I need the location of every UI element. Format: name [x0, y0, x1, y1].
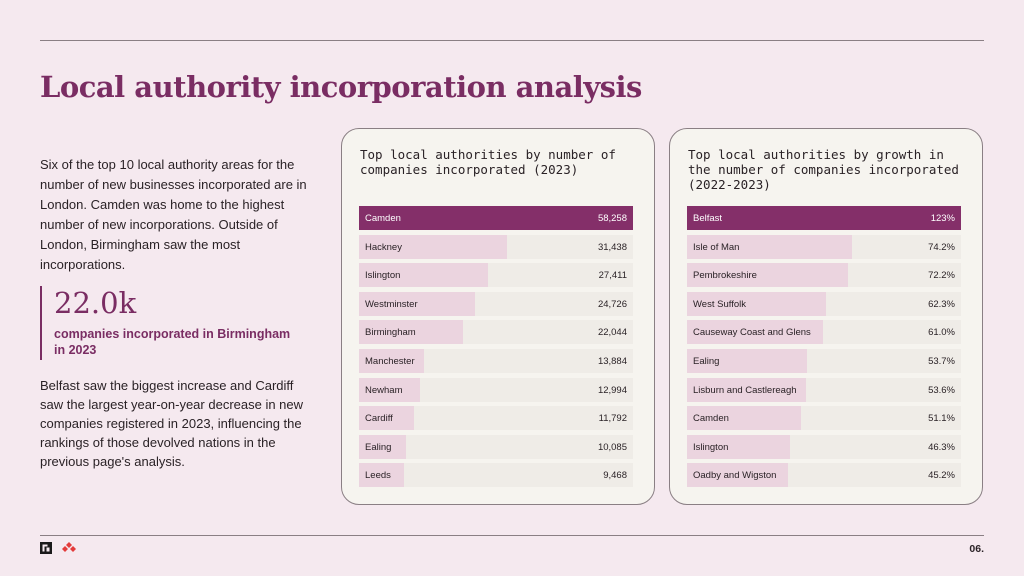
page-number: 06. — [969, 543, 984, 555]
page-title: Local authority incorporation analysis — [40, 70, 642, 104]
bar-chart-incorporations: Camden 58,258 Hackney 31,438 Islington 27,411… — [359, 206, 633, 492]
bar-row: Ealing 53.7% — [687, 348, 961, 373]
bar — [687, 206, 961, 230]
bar-label: Islington — [365, 270, 401, 282]
intro-paragraph: Six of the top 10 local authority areas … — [40, 157, 307, 272]
bar — [359, 263, 488, 288]
bar — [359, 406, 415, 431]
bar-value-label: 10,085 — [597, 441, 627, 453]
bar-value-label: 22,044 — [597, 327, 627, 339]
bar-row: Belfast 123% — [687, 206, 961, 230]
bar-row: West Suffolk 62.3% — [687, 291, 961, 316]
bar-value-label: 11,792 — [598, 413, 627, 425]
bar-label: Leeds — [365, 470, 391, 482]
bar-row: Birmingham 22,044 — [359, 320, 633, 345]
bar-value-label: 58,258 — [597, 213, 627, 224]
bar-label: Oadby and Wigston — [693, 470, 777, 482]
bar — [687, 291, 826, 316]
bar — [359, 320, 463, 345]
bar — [687, 234, 853, 259]
chart-card-incorporations: Top local authorities by number of compa… — [341, 128, 655, 505]
bar — [359, 291, 476, 316]
bar — [687, 377, 807, 402]
bar-label: Cardiff — [365, 413, 393, 425]
bar-label: Camden — [693, 413, 729, 425]
bar — [687, 406, 801, 431]
outro-paragraph: Belfast saw the biggest increase and Car… — [40, 378, 304, 469]
bar-label: Hackney — [365, 241, 402, 253]
bar-row: Ealing 10,085 — [359, 434, 633, 459]
footer-logos — [40, 542, 76, 554]
bar-row: Islington 27,411 — [359, 263, 633, 288]
bar-label: Birmingham — [365, 327, 416, 339]
bar-label: Newham — [365, 384, 403, 396]
stat-value: 22.0k — [54, 286, 137, 320]
bar-chart-growth: Belfast 123% Isle of Man 74.2% Pembrokeshire… — [687, 206, 961, 492]
bar-value-label: 72.2% — [928, 270, 955, 282]
bar-label: Causeway Coast and Glens — [693, 327, 811, 339]
bar-row: Oadby and Wigston 45.2% — [687, 463, 961, 488]
bar-row: Lisburn and Castlereagh 53.6% — [687, 377, 961, 402]
bottom-divider — [40, 535, 984, 536]
bar-row: Islington 46.3% — [687, 434, 961, 459]
bar-label: Islington — [693, 441, 729, 453]
bar-value-label: 62.3% — [928, 298, 955, 310]
bar-row: Causeway Coast and Glens 61.0% — [687, 320, 961, 345]
bar — [687, 263, 848, 288]
bar-label: Ealing — [693, 355, 720, 367]
bar — [687, 348, 807, 373]
bar-value-label: 13,884 — [597, 355, 627, 367]
bar-value-label: 61.0% — [928, 327, 955, 339]
bar — [687, 434, 791, 459]
bar-value-label: 45.2% — [928, 470, 955, 482]
bar-row: Hackney 31,438 — [359, 234, 633, 259]
bar-row: Isle of Man 74.2% — [687, 234, 961, 259]
bar-value-label: 24,726 — [597, 298, 627, 310]
bar-label: Ealing — [365, 441, 392, 453]
bar — [687, 320, 823, 345]
bar-value-label: 12,994 — [597, 384, 627, 396]
bar-value-label: 53.7% — [928, 355, 955, 367]
bar-value-label: 123% — [930, 213, 955, 224]
bar-label: Lisburn and Castlereagh — [693, 384, 797, 396]
bar-row: Newham 12,994 — [359, 377, 633, 402]
bar-label: Manchester — [365, 355, 415, 367]
bar-row: Camden 58,258 — [359, 206, 633, 230]
bar-value-label: 51.1% — [928, 413, 955, 425]
bar-value-label: 53.6% — [928, 384, 955, 396]
bar-row: Pembrokeshire 72.2% — [687, 263, 961, 288]
bar-row: Leeds 9,468 — [359, 463, 633, 488]
top-divider — [40, 40, 984, 41]
bar-label: Isle of Man — [693, 241, 740, 253]
chart-card-growth: Top local authorities by growth in the n… — [669, 128, 983, 505]
bar — [359, 234, 507, 259]
bar-label: West Suffolk — [693, 298, 746, 310]
chart-title: Top local authorities by growth in the n… — [688, 147, 959, 192]
bar-row: Camden 51.1% — [687, 406, 961, 431]
bar-row: Westminster 24,726 — [359, 291, 633, 316]
bar-value-label: 27,411 — [598, 270, 627, 282]
bar — [359, 348, 425, 373]
bar-value-label: 74.2% — [928, 241, 955, 253]
bar — [359, 377, 421, 402]
partner-logo-icon — [62, 542, 76, 552]
brand-logo-icon — [40, 542, 52, 554]
bar-row: Cardiff 11,792 — [359, 406, 633, 431]
bar-label: Camden — [365, 213, 401, 224]
bar — [687, 463, 788, 488]
bar-value-label: 46.3% — [928, 441, 955, 453]
bar — [359, 463, 404, 488]
bar — [359, 206, 633, 230]
stat-label: companies incorporated in Birmingham in … — [54, 327, 291, 357]
bar-row: Manchester 13,884 — [359, 348, 633, 373]
stat-callout: 22.0k companies incorporated in Birmingh… — [40, 286, 300, 360]
bar-label: Belfast — [693, 213, 723, 224]
bar-value-label: 31,438 — [597, 241, 627, 253]
bar — [359, 434, 407, 459]
chart-title: Top local authorities by number of compa… — [360, 147, 616, 177]
bar-label: Pembrokeshire — [693, 270, 757, 282]
bar-label: Westminster — [365, 298, 418, 310]
bar-value-label: 9,468 — [603, 470, 627, 482]
